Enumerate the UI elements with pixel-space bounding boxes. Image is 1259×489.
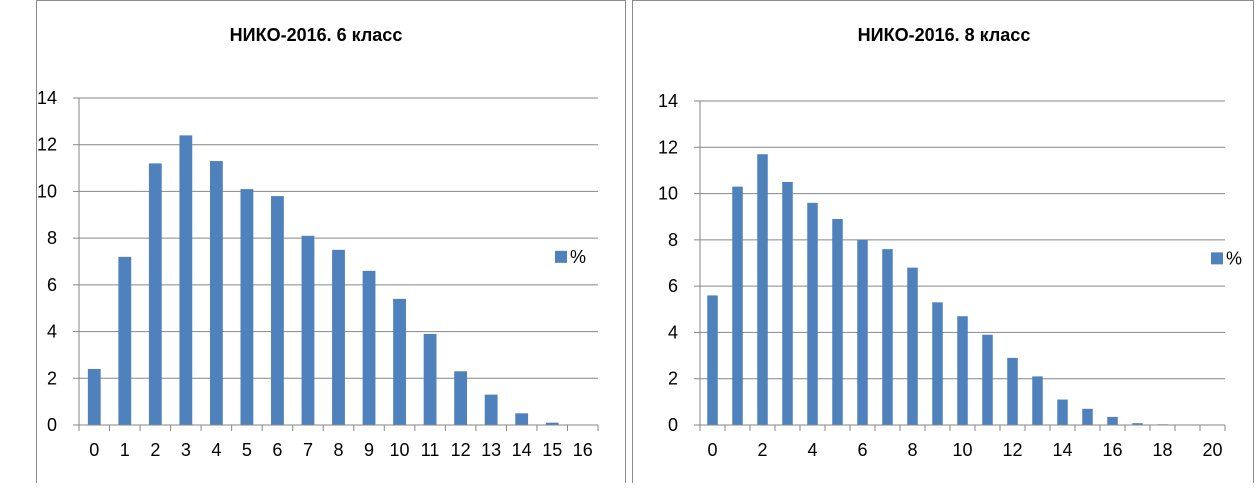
- x-tick-label: 12: [1002, 440, 1022, 460]
- bar: [393, 299, 406, 425]
- x-tick-label: 18: [1152, 440, 1172, 460]
- x-tick-label: 11: [421, 440, 440, 460]
- chart-right: НИКО-2016. 8 класс 0 2 4 6 8 10 12 14 0 2 4 6 8 10 12 14…: [633, 1, 1255, 484]
- x-tick-label: 10: [390, 440, 410, 460]
- bar: [332, 250, 345, 425]
- bar: [454, 371, 467, 425]
- x-tick-label: 1: [120, 440, 130, 460]
- y-tick-label: 14: [37, 88, 57, 108]
- bar: [957, 316, 968, 425]
- y-tick-label: 10: [37, 181, 57, 201]
- x-tick-label: 7: [303, 440, 313, 460]
- y-tick-label: 4: [668, 322, 678, 342]
- x-tick-label: 16: [1102, 440, 1122, 460]
- chart-title: НИКО-2016. 8 класс: [858, 25, 1031, 45]
- x-tick-label: 6: [272, 440, 282, 460]
- chart-right-frame: НИКО-2016. 8 класс 0 2 4 6 8 10 12 14 0 2 4 6 8 10 12 14…: [632, 0, 1254, 483]
- bar: [149, 163, 162, 425]
- y-tick-label: 2: [47, 368, 57, 388]
- y-tick-label: 0: [47, 415, 57, 435]
- bar: [1057, 400, 1068, 425]
- y-tick-label: 8: [668, 230, 678, 250]
- bar: [210, 161, 223, 425]
- y-tick-label: 4: [47, 322, 57, 342]
- bar: [515, 413, 528, 425]
- bar: [707, 295, 718, 425]
- bar: [782, 182, 793, 425]
- bar: [1107, 417, 1118, 425]
- y-tick-label: 10: [658, 184, 678, 204]
- legend-label: %: [570, 247, 586, 267]
- bar: [932, 302, 943, 425]
- bar: [1082, 409, 1093, 425]
- bar: [757, 154, 768, 425]
- bar: [302, 236, 315, 425]
- bar: [982, 335, 993, 425]
- x-tick-label: 9: [364, 440, 374, 460]
- x-tick-label: 2: [757, 440, 767, 460]
- x-tick-label: 8: [333, 440, 343, 460]
- x-tick-label: 0: [707, 440, 717, 460]
- x-tick-label: 3: [181, 440, 191, 460]
- x-tick-label: 13: [481, 440, 501, 460]
- y-tick-label: 2: [668, 369, 678, 389]
- x-tick-label: 6: [857, 440, 867, 460]
- bar: [88, 369, 101, 425]
- bar: [1032, 376, 1043, 425]
- x-tick-label: 16: [573, 440, 593, 460]
- bar: [857, 240, 868, 425]
- legend-label: %: [1226, 248, 1242, 268]
- bar: [118, 257, 131, 425]
- legend-swatch: [555, 251, 567, 263]
- bar: [424, 334, 437, 425]
- bar: [485, 395, 498, 425]
- x-tick-label: 4: [211, 440, 221, 460]
- legend-swatch: [1211, 252, 1223, 264]
- chart-title: НИКО-2016. 6 класс: [230, 25, 403, 45]
- bar: [241, 189, 254, 425]
- bar: [882, 249, 893, 425]
- x-tick-label: 20: [1202, 440, 1222, 460]
- x-tick-label: 4: [807, 440, 817, 460]
- bar: [832, 219, 843, 425]
- x-tick-label: 0: [89, 440, 99, 460]
- y-tick-label: 8: [47, 228, 57, 248]
- x-tick-label: 8: [907, 440, 917, 460]
- bar: [271, 196, 284, 425]
- x-tick-label: 14: [1052, 440, 1072, 460]
- bar: [907, 268, 918, 425]
- bar: [363, 271, 376, 425]
- bar: [807, 203, 818, 425]
- bar: [179, 135, 192, 425]
- y-tick-label: 14: [658, 91, 678, 111]
- y-tick-label: 6: [668, 276, 678, 296]
- y-tick-label: 6: [47, 275, 57, 295]
- x-tick-label: 15: [542, 440, 562, 460]
- bar: [1007, 358, 1018, 425]
- y-tick-label: 0: [668, 415, 678, 435]
- x-tick-label: 10: [952, 440, 972, 460]
- x-tick-label: 14: [512, 440, 532, 460]
- x-tick-label: 5: [242, 440, 252, 460]
- x-tick-label: 2: [150, 440, 160, 460]
- bar: [732, 187, 743, 425]
- y-tick-label: 12: [658, 137, 678, 157]
- x-tick-label: 12: [451, 440, 471, 460]
- y-tick-label: 12: [37, 135, 57, 155]
